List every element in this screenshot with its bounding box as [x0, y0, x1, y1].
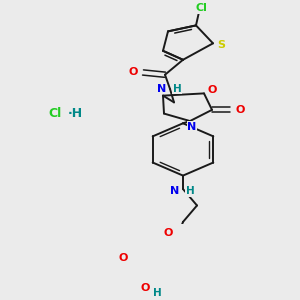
Text: S: S [217, 40, 225, 50]
Text: O: O [235, 105, 245, 115]
Text: O: O [140, 283, 150, 293]
Text: N: N [158, 84, 166, 94]
Text: Cl: Cl [48, 107, 62, 120]
Text: H: H [153, 288, 161, 298]
Text: ·H: ·H [68, 107, 82, 120]
Text: N: N [188, 122, 196, 132]
Text: O: O [128, 68, 138, 77]
Text: H: H [186, 186, 194, 196]
Text: N: N [170, 186, 180, 196]
Text: O: O [163, 228, 173, 238]
Text: Cl: Cl [195, 3, 207, 13]
Text: O: O [207, 85, 217, 95]
Text: H: H [172, 84, 182, 94]
Text: O: O [118, 253, 128, 263]
